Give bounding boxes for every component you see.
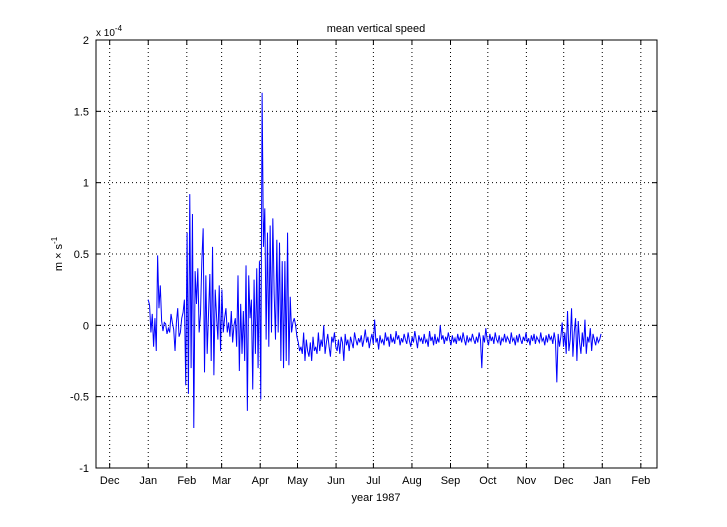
y-axis-multiplier: x 10-4 [96,24,123,39]
x-tick-label: Mar [212,475,231,487]
y-tick-label: -1 [79,463,89,475]
y-axis-multiplier-exponent: -4 [115,24,123,33]
series-group [147,92,602,429]
y-axis-multiplier-base: x 10 [96,28,115,39]
y-tick-label: 2 [83,35,89,47]
x-tick-label: Aug [402,475,422,487]
y-axis-label-text: m × s [53,243,65,271]
x-tick-label: Jun [327,475,345,487]
x-tick-label: Dec [100,475,120,487]
x-tick-label: May [287,475,308,487]
x-tick-label: Apr [252,475,269,487]
y-tick-label: 1.5 [74,106,89,118]
x-tick-label: Jan [139,475,157,487]
x-tick-label: Jan [593,475,611,487]
y-tick-label: 0 [83,320,89,332]
x-tick-label: Oct [479,475,496,487]
x-tick-label: Dec [554,475,574,487]
x-tick-label: Nov [517,475,537,487]
x-tick-label: Feb [631,475,650,487]
y-axis-label-exponent: -1 [50,236,59,244]
y-axis: -1 -0.5 0 0.5 1 1.5 2 [70,35,657,475]
series-line [147,92,602,429]
x-tick-label: Sep [441,475,461,487]
x-tick-label: Feb [177,475,196,487]
x-axis: Dec Jan Feb Mar Apr May Jun Jul Aug Sep Oct Nov Dec J… [100,40,650,487]
y-tick-label: 0.5 [74,249,89,261]
y-tick-label: 1 [83,178,89,190]
y-tick-label: -0.5 [70,392,89,404]
x-tick-label: Jul [366,475,380,487]
x-axis-label: year 1987 [352,492,401,504]
y-axis-label: m × s-1 [50,236,65,271]
chart-title: mean vertical speed [327,23,425,35]
